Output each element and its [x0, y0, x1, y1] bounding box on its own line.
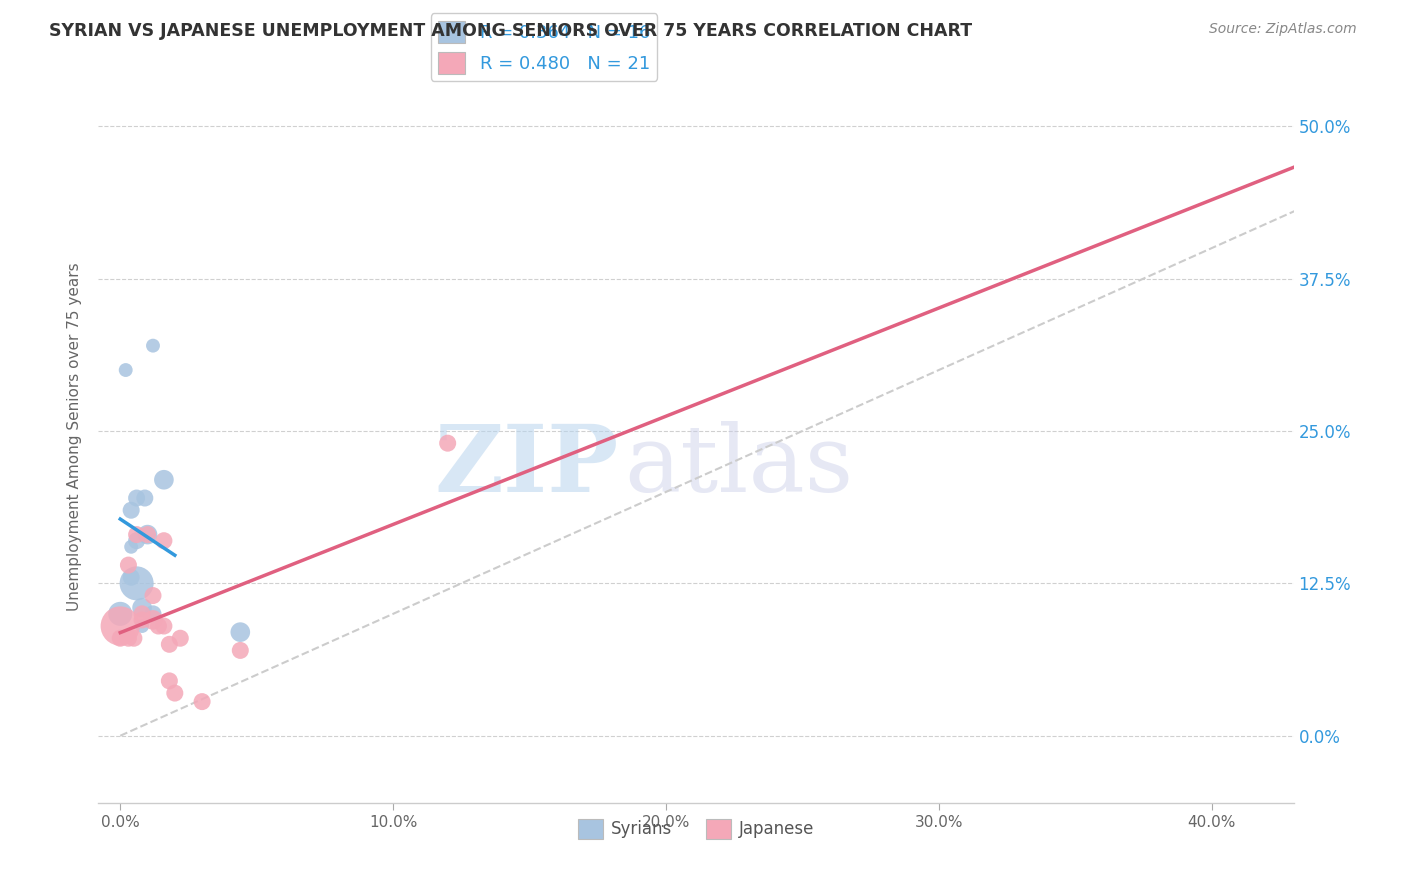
- Point: [229, 625, 252, 640]
- Legend: Syrians, Japanese: Syrians, Japanese: [571, 812, 821, 846]
- Point: [142, 589, 165, 603]
- Point: [125, 576, 148, 591]
- Point: [110, 632, 132, 646]
- Point: [120, 540, 142, 554]
- Point: [157, 673, 180, 688]
- Point: [191, 695, 214, 709]
- Point: [125, 533, 148, 548]
- Point: [142, 607, 165, 621]
- Point: [153, 619, 176, 633]
- Point: [163, 686, 186, 700]
- Point: [120, 570, 142, 584]
- Point: [131, 600, 153, 615]
- Point: [117, 632, 139, 646]
- Point: [153, 473, 176, 487]
- Point: [125, 527, 148, 541]
- Point: [125, 491, 148, 505]
- Point: [131, 613, 153, 627]
- Text: atlas: atlas: [624, 421, 853, 511]
- Point: [131, 619, 153, 633]
- Point: [136, 527, 159, 541]
- Text: ZIP: ZIP: [434, 421, 619, 511]
- Point: [114, 363, 136, 377]
- Point: [110, 619, 132, 633]
- Point: [148, 619, 170, 633]
- Point: [110, 607, 132, 621]
- Point: [229, 643, 252, 657]
- Text: SYRIAN VS JAPANESE UNEMPLOYMENT AMONG SENIORS OVER 75 YEARS CORRELATION CHART: SYRIAN VS JAPANESE UNEMPLOYMENT AMONG SE…: [49, 22, 973, 40]
- Point: [134, 491, 156, 505]
- Point: [142, 613, 165, 627]
- Point: [120, 503, 142, 517]
- Point: [136, 527, 159, 541]
- Text: Source: ZipAtlas.com: Source: ZipAtlas.com: [1209, 22, 1357, 37]
- Point: [153, 533, 176, 548]
- Point: [122, 632, 145, 646]
- Y-axis label: Unemployment Among Seniors over 75 years: Unemployment Among Seniors over 75 years: [67, 263, 83, 611]
- Point: [142, 339, 165, 353]
- Point: [169, 632, 191, 646]
- Point: [436, 436, 458, 450]
- Point: [157, 637, 180, 651]
- Point: [131, 607, 153, 621]
- Point: [117, 558, 139, 573]
